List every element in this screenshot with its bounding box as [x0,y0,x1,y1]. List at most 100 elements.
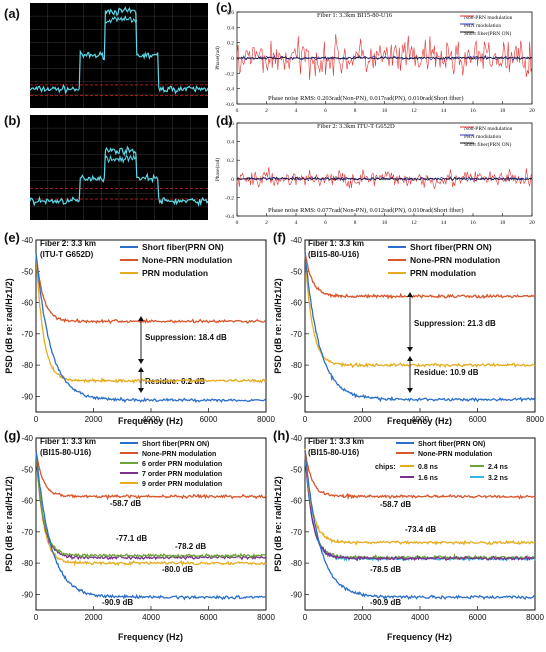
phase-ytick-label: -0.6 [225,102,234,108]
psd-ytick-label: -40 [21,434,33,443]
phase-ylabel: Phase(rad) [214,46,221,70]
psd-h-legend-6: 3.2 ns [488,475,508,482]
psd-ylabel: PSD (dB re: rad/Hz1/2) [4,278,14,374]
psd-ytick-label: -40 [290,236,302,245]
psd-f-legend-3: PRN modulation [410,268,476,278]
arrow-head [138,316,144,321]
psd-ytick-label: -60 [290,497,302,506]
phase-trace-short [236,56,533,60]
psd-xtick-label: 6000 [200,415,218,424]
psd-series-line [35,252,267,403]
psd-f-title-2: (BI15-80-U16) [308,250,359,259]
psd-xtick-label: 2000 [354,415,372,424]
phase-ytick-label: 0.6 [227,121,234,127]
psd-series-line [304,252,536,369]
panel-label-f: (f) [273,230,286,245]
psd-g-legend-5: 9 order PRN modulation [142,481,222,488]
psd-g-legend-1: Short fiber(PRN ON) [142,441,209,448]
psd-ytick-label: -70 [21,528,33,537]
psd-h-title-2: (BI15-80-U16) [308,448,359,457]
psd-ylabel: PSD (dB re: rad/Hz1/2) [273,476,283,572]
psd-f-annot-residue: Residue: 10.9 dB [414,368,479,377]
psd-xtick-label: 0 [34,613,39,622]
psd-ytick-label: -90 [21,392,33,401]
phase-xtick-label: 6 [324,108,327,114]
arrow-head [138,359,144,364]
phase-title-c: Fiber 1: 3.3km BI15-80-U16 [317,12,393,19]
phase-xtick-label: 14 [441,108,447,114]
psd-xtick-label: 4000 [142,613,160,622]
phase-legend-c-1: Non-PRN modulation [464,15,513,21]
phase-ytick-label: 0.4 [227,25,234,31]
psd-h-legend-5: 2.4 ns [488,464,508,471]
psd-f-title-1: Fiber 1: 3.3 km [308,239,364,248]
psd-series-line [35,450,267,559]
psd-h-legend-2: None-PRN modulation [418,451,492,458]
psd-g-legend-2: None-PRN modulation [142,451,216,458]
phase-trace-short [236,176,533,182]
psd-h-xlabel: Frequency (Hz) [387,632,452,642]
phase-xtick-label: 18 [500,220,506,226]
scope-trace-peak [105,15,138,25]
spectrum-screen-a [29,3,209,108]
psd-xtick-label: 2000 [354,613,372,622]
psd-h-annot-2: -73.4 dB [405,525,436,534]
panel-label-d: (d) [216,113,233,128]
phase-noise-plot-c: Fiber 1: 3.3km BI15-80-U16 Phase noise R… [214,10,535,114]
psd-ytick-label: -80 [290,559,302,568]
psd-xtick-label: 8000 [526,613,544,622]
phase-ylabel: Phase(rad) [214,158,221,182]
psd-e-legend-1: Short fiber(PRN ON) [142,242,224,252]
phase-ytick-label: -0.2 [225,195,234,201]
psd-series-line [304,450,536,501]
psd-ytick-label: -60 [21,299,33,308]
phase-trace-nonprn [236,167,533,190]
phase-ytick-label: 0.6 [227,10,234,16]
phase-ytick-label: 0.2 [227,158,234,164]
panel-label-e: (e) [4,230,20,245]
phase-xtick-label: 4 [295,220,298,226]
scope-trace [29,145,209,207]
phase-xtick-label: 20 [529,220,535,226]
psd-e-legend-2: None-PRN modulation [142,255,232,265]
arrow-head [138,388,144,393]
psd-xtick-label: 2000 [85,613,103,622]
phase-xtick-label: 18 [500,108,506,114]
phase-ytick-label: 0 [231,177,234,183]
psd-h-legend-4: 1.6 ns [418,475,438,482]
phase-ytick-label: 0 [231,56,234,62]
psd-h-legend-1: Short fiber(PRN ON) [418,441,485,448]
phase-trace-nonprn [236,34,533,81]
psd-g-legend-3: 6 order PRN modulation [142,461,222,468]
psd-xtick-label: 6000 [200,613,218,622]
psd-chart-e: Fiber 2: 3.3 km (ITU-T G652D) Short fibe… [4,236,275,426]
psd-xtick-label: 0 [303,415,308,424]
phase-rms-c: Phase noise RMS: 0.203rad(Non-PN), 0.017… [268,95,464,102]
phase-rms-d: Phase noise RMS: 0.077rad(Non-PN), 0.012… [268,207,464,214]
psd-ytick-label: -40 [290,434,302,443]
arrow-head [407,356,413,361]
psd-chart-h: Fiber 1: 3.3 km (BI15-80-U16) Short fibe… [273,434,544,642]
phase-xtick-label: 8 [354,108,357,114]
psd-series-line [35,252,267,384]
phase-ytick-label: -0.4 [225,214,234,220]
phase-noise-plot-d: Fiber 2: 3.3km ITU-T G652D Phase noise R… [214,121,535,226]
psd-h-chips-label: chips: [375,464,396,471]
phase-xtick-label: 20 [529,108,535,114]
psd-series-line [304,448,536,546]
phase-xtick-label: 12 [411,220,417,226]
arrow-head [407,292,413,297]
phase-xtick-label: 0 [236,220,239,226]
spectrum-screen-b [29,115,209,220]
psd-e-xlabel: Frequency (Hz) [118,416,183,426]
psd-h-legend-3: 0.8 ns [418,464,438,471]
psd-ytick-label: -70 [21,330,33,339]
psd-series-line [35,449,267,567]
panel-label-a: (a) [4,6,20,21]
psd-f-legend-1: Short fiber(PRN ON) [410,242,492,252]
phase-xtick-label: 2 [265,220,268,226]
psd-chart-f: Fiber 1: 3.3 km (BI15-80-U16) Short fibe… [273,236,544,426]
phase-legend-d-2: PRN modulation [464,134,501,140]
psd-ylabel: PSD (dB re: rad/Hz1/2) [4,476,14,572]
phase-xtick-label: 10 [382,108,388,114]
